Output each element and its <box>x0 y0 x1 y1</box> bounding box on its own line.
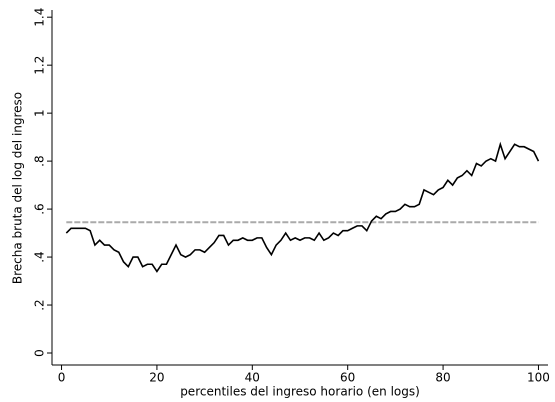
y-tick-label: .8 <box>33 155 47 166</box>
y-tick-label: 1.2 <box>33 56 47 75</box>
x-tick-label: 80 <box>435 371 450 385</box>
x-tick-label: 60 <box>340 371 355 385</box>
y-tick-label: 1 <box>33 109 47 117</box>
x-axis-title: percentiles del ingreso horario (en logs… <box>180 385 420 399</box>
y-tick-label: .6 <box>33 203 47 214</box>
y-tick-label: .2 <box>33 299 47 310</box>
y-tick-label: .4 <box>33 251 47 262</box>
x-tick-label: 0 <box>58 371 66 385</box>
y-tick-label: 1.4 <box>33 8 47 27</box>
data-line <box>65 141 540 273</box>
x-tick-label: 100 <box>527 371 550 385</box>
y-tick-label: 0 <box>33 349 47 357</box>
x-tick-label: 40 <box>245 371 260 385</box>
y-axis-title: Brecha bruta del log del ingreso <box>11 92 25 284</box>
x-tick-label: 20 <box>149 371 164 385</box>
